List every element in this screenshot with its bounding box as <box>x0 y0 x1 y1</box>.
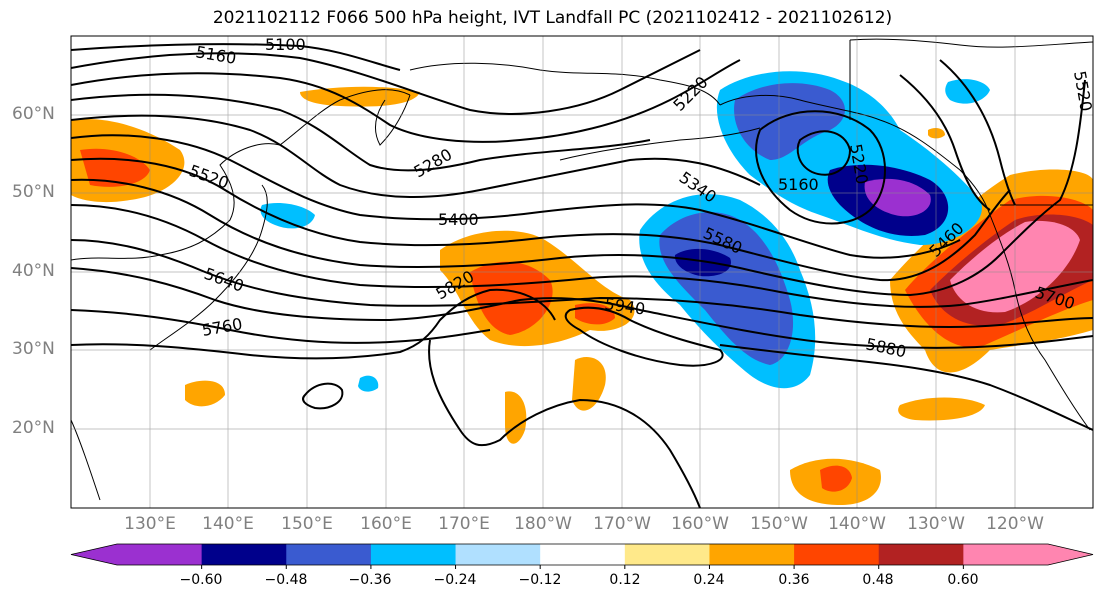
graticule <box>71 36 1093 508</box>
lon-label: 140°E <box>202 514 254 534</box>
shade-subtropical-1 <box>572 357 606 411</box>
contour-label: 5100 <box>265 35 306 54</box>
shade-bering-lobe-blue <box>734 83 845 160</box>
positive-anomaly-shading <box>71 86 1093 505</box>
coast-aleutians <box>559 127 761 161</box>
contour-5220-low <box>755 110 886 225</box>
lon-label: 160°W <box>671 514 729 534</box>
contour-5640 <box>71 239 1093 328</box>
shade-east-pacific-south-core <box>820 465 852 492</box>
contour-5880 <box>428 339 701 508</box>
coast-west-us <box>989 214 1091 431</box>
contour-5160 <box>71 49 701 115</box>
shade-subtropic-blue <box>358 375 379 392</box>
contour-5280 <box>71 93 651 172</box>
contour-5580 <box>71 204 1093 308</box>
shade-subtropical-3 <box>185 380 225 407</box>
contour-5400 <box>71 134 961 259</box>
contour-label: 5520 <box>1070 69 1096 112</box>
colorbar-tick-label: 0.12 <box>609 572 641 588</box>
contour-5880-closed <box>302 382 344 410</box>
lon-label: 120°W <box>986 514 1044 534</box>
coast-arctic <box>849 38 1093 48</box>
contour-5340 <box>71 114 761 198</box>
lat-label: 50°N <box>12 182 55 202</box>
coast-alaska <box>719 94 991 216</box>
contour-5700 <box>71 267 1093 349</box>
lon-label: 180°W <box>514 514 572 534</box>
colorbar-tick-label: −0.48 <box>264 572 308 588</box>
lon-label: 160°E <box>360 514 412 534</box>
shade-low-purple <box>864 178 931 217</box>
map-title: 2021102112 F066 500 hPa height, IVT Land… <box>212 8 893 28</box>
lon-label: 140°W <box>828 514 886 534</box>
colorbar-tick-label: −0.36 <box>348 572 392 588</box>
colorbar-tick-label: −0.24 <box>433 572 477 588</box>
shade-mid-pacific-core <box>674 248 731 277</box>
shade-central-pacific-core <box>470 261 553 335</box>
coast-kamchatka <box>374 94 411 146</box>
coastlines <box>71 38 1093 501</box>
coast-siberia <box>409 62 721 106</box>
colorbar-tick-label: −0.12 <box>518 572 562 588</box>
lon-label: 150°E <box>281 514 333 534</box>
contour-5820 <box>71 288 556 360</box>
shade-hawaii-east <box>898 397 985 421</box>
contour-5460 <box>71 157 1011 282</box>
contour-east-ridge2 <box>939 59 1016 206</box>
height-contours <box>71 43 1093 508</box>
map-frame <box>70 35 1094 509</box>
coast-philippines <box>71 419 101 501</box>
contour-5940 <box>564 306 724 367</box>
lon-label: 170°E <box>438 514 490 534</box>
contour-label: 5160 <box>778 175 819 194</box>
coast-japan <box>149 184 268 351</box>
lat-label: 40°N <box>12 261 55 281</box>
contour-east-ridge <box>899 74 991 211</box>
lat-label: 20°N <box>12 418 55 438</box>
shade-gulf-alaska <box>928 127 945 139</box>
contour-5100 <box>71 43 401 71</box>
lon-label: 150°W <box>750 514 808 534</box>
colorbar-tick-label: −0.60 <box>179 572 223 588</box>
lon-label: 170°W <box>593 514 651 534</box>
shade-alaska-north <box>945 79 990 104</box>
lat-label: 30°N <box>12 339 55 359</box>
colorbar-tick-label: 0.24 <box>693 572 725 588</box>
contour-label: 5400 <box>438 210 479 229</box>
colorbar-tick-label: 0.60 <box>947 572 979 588</box>
colorbar-tick-label: 0.36 <box>778 572 810 588</box>
colorbar-tick-label: 0.48 <box>862 572 894 588</box>
contour-5220 <box>71 59 741 143</box>
lon-label: 130°W <box>907 514 965 534</box>
lon-label: 130°E <box>124 514 176 534</box>
contour-5520 <box>71 79 1086 297</box>
contour-5160-low <box>796 130 852 176</box>
contour-5880-east <box>719 344 1093 431</box>
lat-label: 60°N <box>12 104 55 124</box>
contour-5760 <box>71 309 491 344</box>
shade-japan-east <box>260 203 315 229</box>
